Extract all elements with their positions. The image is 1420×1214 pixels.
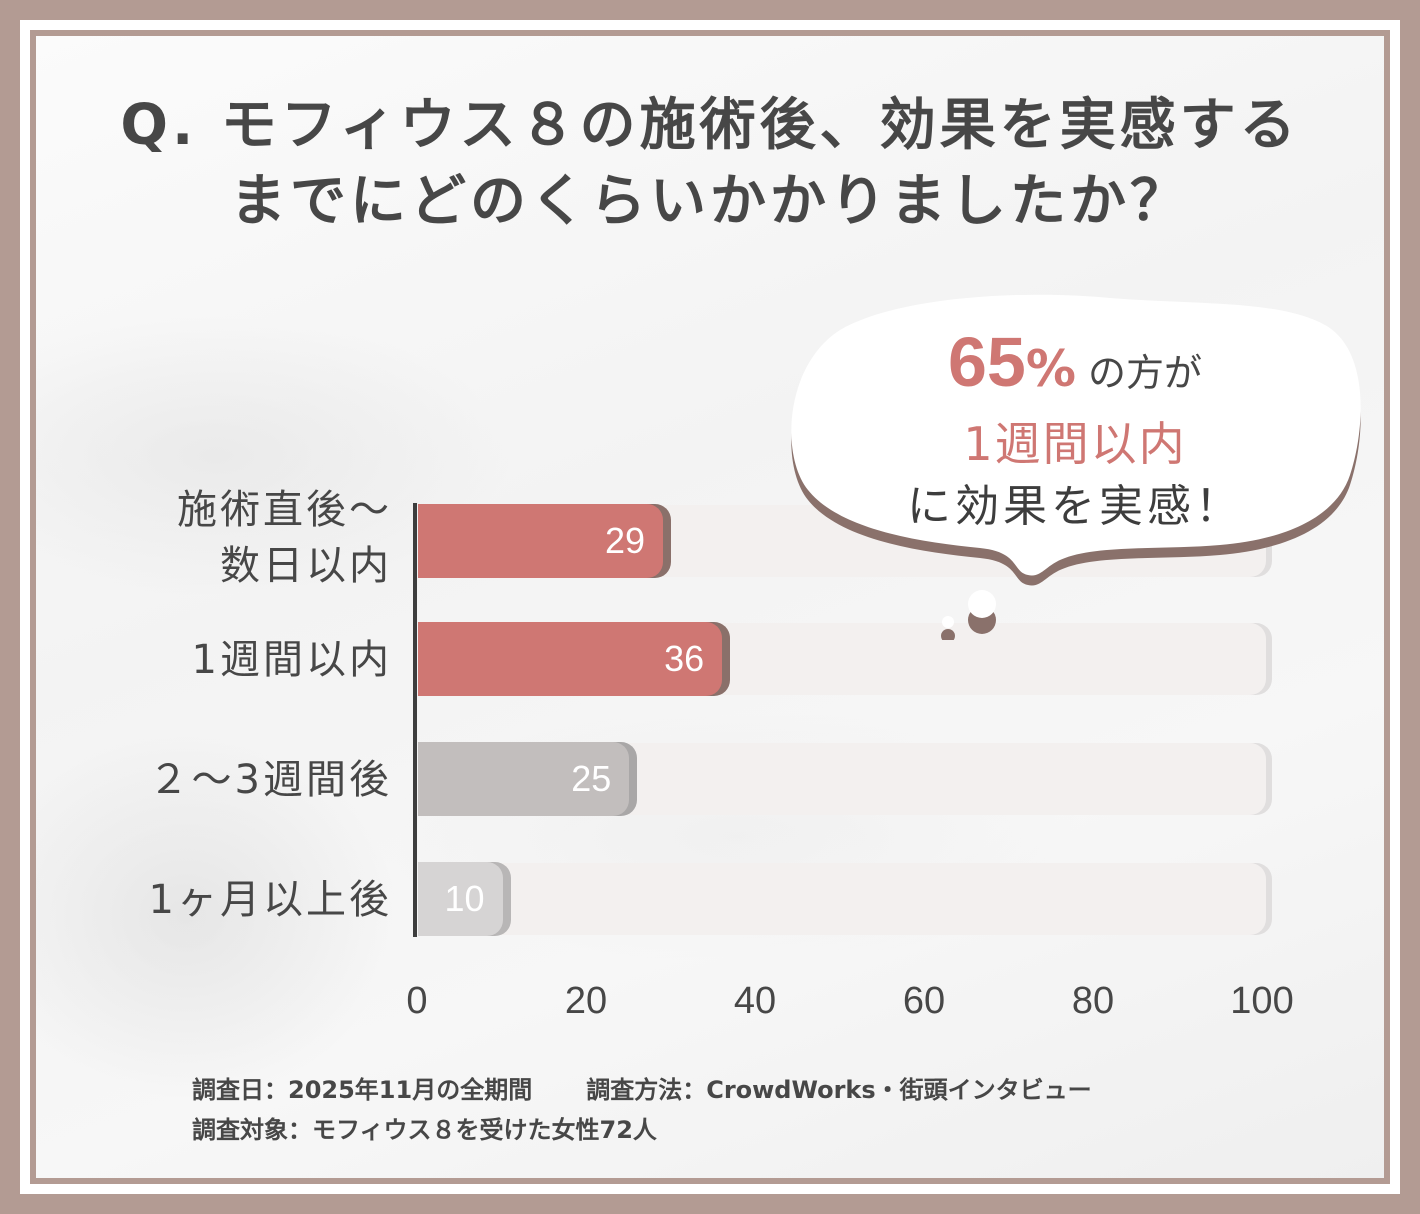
survey-date: 調査日：2025年11月の全期間	[192, 1076, 533, 1104]
category-label-line: 施術直後～	[177, 487, 392, 533]
callout-line-1: 65% の方が	[780, 322, 1370, 402]
title-line-1: Q. モフィウス８の施術後、効果を実感する	[120, 93, 1300, 158]
category-label-two-three-weeks: ２～3週間後	[148, 757, 392, 803]
x-tick-label: 40	[733, 980, 777, 1022]
x-tick-label: 80	[1071, 980, 1115, 1022]
y-axis-line	[413, 503, 417, 937]
category-label-immediate: 施術直後～ 数日以内	[177, 482, 392, 594]
bar-value-label: 29	[605, 520, 646, 561]
callout-percent: 65	[947, 323, 1026, 401]
bar-value-label: 25	[571, 758, 612, 799]
category-label-one-month: 1ヶ月以上後	[148, 877, 392, 923]
survey-target: 調査対象：モフィウス８を受けた女性72人	[192, 1116, 657, 1144]
survey-method: 調査方法：CrowdWorks・街頭インタビュー	[586, 1076, 1092, 1104]
bar-value-label: 36	[664, 638, 705, 679]
bar-track	[418, 863, 1266, 935]
callout-percent-sign: %	[1025, 340, 1076, 398]
x-tick-label: 60	[902, 980, 946, 1022]
category-label-line: 数日以内	[220, 543, 392, 589]
x-tick-label: 0	[406, 980, 428, 1022]
callout-line-2: 1週間以内	[963, 417, 1187, 471]
x-tick-label: 20	[564, 980, 608, 1022]
bar-within-one-week: 36	[418, 622, 723, 696]
chart-panel	[36, 36, 1384, 1178]
page-title: Q. モフィウス８の施術後、効果を実感する までにどのくらいかかりましたか？	[0, 88, 1420, 240]
callout-line-3: に効果を実感！	[907, 481, 1243, 532]
callout-line-1-suffix: の方が	[1088, 351, 1203, 395]
bar-two-to-three-weeks: 25	[418, 742, 630, 816]
title-line-2: までにどのくらいかかりましたか？	[230, 169, 1190, 234]
bar-value-label: 10	[444, 878, 485, 919]
bar-immediate-to-few-days: 29	[418, 504, 664, 578]
category-label-one-week: 1週間以内	[191, 637, 392, 683]
thought-bubble	[791, 294, 1361, 640]
x-tick-label: 100	[1230, 980, 1294, 1022]
survey-info-line-1: 調査日：2025年11月の全期間 調査方法：CrowdWorks・街頭インタビュー	[192, 1070, 1092, 1105]
bar-one-month-or-more: 10	[418, 862, 503, 936]
